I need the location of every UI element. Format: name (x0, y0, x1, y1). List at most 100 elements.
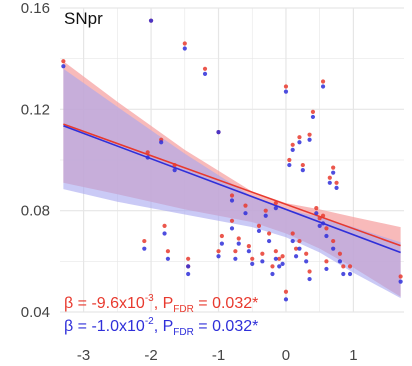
data-points (61, 18, 403, 302)
data-point-red (307, 132, 312, 137)
data-point-red (290, 142, 295, 147)
data-point-blue (331, 170, 336, 175)
stat-annotations: β = -9.6x10-3, PFDR = 0.032*β = -1.0x10-… (64, 293, 258, 338)
data-point-red (331, 165, 336, 170)
data-point-red (300, 162, 305, 168)
panel-title: SNpr (64, 9, 103, 28)
data-point-blue (277, 264, 282, 269)
x-tick-label: -3 (77, 347, 90, 364)
data-point-red (290, 231, 295, 236)
data-point-blue (266, 238, 272, 244)
data-point-blue (229, 226, 235, 231)
stat-annotation-blue: β = -1.0x10-2, PFDR = 0.032* (64, 316, 258, 338)
data-point-red (202, 66, 208, 71)
data-point-blue (273, 256, 278, 261)
data-point-red (273, 249, 278, 254)
confidence-band-blue (63, 68, 401, 299)
data-point-red (270, 264, 275, 269)
data-point-blue (398, 279, 403, 284)
data-point-red (314, 206, 319, 211)
data-point-blue (347, 271, 353, 277)
data-point-blue (290, 147, 295, 152)
data-point-red (320, 213, 326, 218)
data-point-blue (273, 206, 278, 211)
data-point-blue (233, 256, 238, 261)
data-point-blue (61, 64, 66, 69)
data-point-red (260, 251, 265, 256)
regression-lines (63, 123, 401, 254)
x-tick-label: 0 (282, 347, 290, 364)
data-point-red (165, 249, 171, 254)
data-point-red (266, 231, 272, 236)
data-point-red (398, 274, 403, 279)
data-point-blue (243, 211, 248, 216)
data-point-blue (159, 140, 164, 145)
data-point-red (304, 251, 309, 256)
data-point-blue (216, 130, 221, 135)
data-point-blue (165, 256, 171, 261)
data-point-red (219, 233, 224, 239)
data-point-blue (186, 264, 191, 269)
data-point-blue (260, 259, 265, 264)
data-point-red (229, 218, 235, 223)
data-point-blue (310, 114, 316, 120)
data-point-red (280, 254, 285, 259)
data-point-red (324, 226, 329, 231)
data-point-red (246, 244, 251, 249)
data-point-red (243, 203, 248, 208)
stat-annotation-red: β = -9.6x10-3, PFDR = 0.032* (64, 293, 258, 315)
data-point-blue (283, 89, 289, 94)
data-point-blue (148, 18, 154, 23)
data-point-blue (182, 46, 187, 51)
data-point-blue (324, 233, 329, 239)
data-point-blue (317, 223, 322, 228)
data-point-red (310, 109, 316, 114)
data-point-red (297, 135, 302, 140)
data-point-blue (263, 213, 268, 218)
data-point-red (162, 223, 167, 228)
data-point-blue (293, 254, 299, 259)
data-point-red (186, 256, 191, 261)
x-tick-label: 1 (349, 347, 357, 364)
data-point-red (283, 289, 289, 294)
data-point-red (283, 84, 289, 89)
data-point-red (334, 180, 339, 185)
y-tick-label: 0.04 (21, 304, 50, 321)
data-point-red (250, 256, 255, 261)
y-tick-label: 0.08 (21, 203, 50, 220)
data-point-blue (341, 271, 346, 277)
data-point-blue (142, 246, 147, 251)
data-point-blue (297, 246, 302, 251)
data-point-blue (280, 261, 285, 266)
y-tick-label: 0.12 (21, 101, 50, 118)
data-point-red (142, 238, 147, 244)
data-point-blue (236, 241, 241, 246)
data-point-red (320, 79, 326, 84)
data-point-red (347, 264, 353, 269)
data-point-blue (216, 254, 221, 259)
data-point-blue (202, 71, 208, 76)
data-point-blue (246, 249, 251, 254)
data-point-blue (331, 246, 336, 251)
data-point-red (337, 251, 343, 256)
data-point-red (317, 216, 322, 221)
data-point-red (293, 246, 299, 251)
y-tick-label: 0.16 (21, 0, 50, 17)
data-point-red (229, 193, 235, 198)
data-point-blue (334, 185, 339, 190)
data-point-red (145, 150, 150, 155)
data-point-blue (307, 276, 312, 282)
data-point-red (263, 208, 268, 213)
data-point-blue (300, 168, 305, 173)
tick-labels: -3 -2 -1 0 1 0.04 0.08 0.12 0.16 (21, 0, 358, 364)
data-point-red (327, 175, 332, 180)
data-point-blue (307, 137, 312, 142)
data-point-blue (172, 168, 177, 173)
data-point-blue (337, 259, 343, 264)
data-point-blue (290, 238, 295, 244)
data-point-blue (250, 261, 255, 266)
data-point-blue (324, 266, 329, 272)
data-point-blue (283, 297, 289, 302)
data-point-red (61, 59, 66, 64)
